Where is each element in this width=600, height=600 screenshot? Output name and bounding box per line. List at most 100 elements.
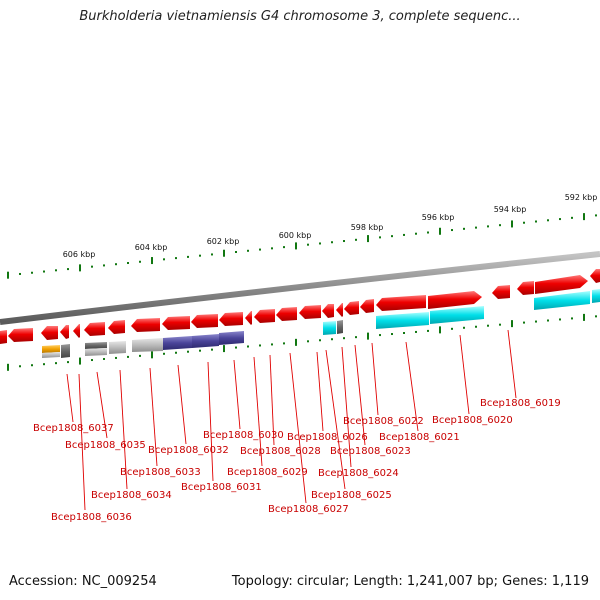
cds-track (0, 269, 600, 344)
gene-label-6035[interactable]: Bcep1808_6035 (65, 440, 146, 451)
feature-block-navy[interactable] (219, 331, 244, 345)
gene-arrow[interactable] (344, 301, 359, 315)
gene-label-6031[interactable]: Bcep1808_6031 (181, 482, 262, 493)
feature-block-navy[interactable] (163, 336, 192, 350)
accession-text: Accession: NC_009254 (9, 574, 157, 589)
gene-label-6037[interactable]: Bcep1808_6037 (33, 423, 114, 434)
gene-arrow[interactable] (428, 291, 482, 309)
scale-label-592: 592 kbp (565, 193, 598, 202)
callout-line (269, 354, 275, 446)
gene-label-6019[interactable]: Bcep1808_6019 (480, 398, 561, 409)
callout-line (341, 346, 352, 468)
feature-block-navy[interactable] (192, 334, 219, 348)
callout-line (371, 342, 379, 416)
gene-arrow[interactable] (162, 316, 190, 330)
inner-tick-ring (7, 313, 597, 371)
gene-arrow[interactable] (219, 312, 243, 326)
outer-tick-ring (7, 213, 597, 279)
callout-line (149, 367, 158, 467)
gene-label-callouts (66, 329, 517, 511)
callout-line (289, 352, 307, 504)
callout-line (253, 356, 263, 467)
callout-line (316, 351, 324, 432)
feature-block-cyan[interactable] (592, 289, 600, 303)
callout-line (207, 361, 214, 482)
scale-label-606: 606 kbp (63, 250, 96, 259)
gene-label-6022[interactable]: Bcep1808_6022 (343, 416, 424, 427)
gene-arrow[interactable] (41, 326, 58, 340)
callout-line (507, 329, 517, 399)
scale-label-598: 598 kbp (351, 223, 384, 232)
feature-block-gray[interactable] (109, 341, 126, 354)
gene-label-6036[interactable]: Bcep1808_6036 (51, 512, 132, 523)
gene-arrow[interactable] (535, 275, 588, 294)
gene-label-6020[interactable]: Bcep1808_6020 (432, 415, 513, 426)
feature-block-dark[interactable] (85, 342, 107, 349)
gene-arrow[interactable] (0, 330, 7, 344)
callout-line (459, 334, 470, 415)
feature-block-cyan[interactable] (323, 321, 336, 335)
callout-line (66, 373, 74, 423)
scale-label-596: 596 kbp (422, 213, 455, 222)
gene-label-6026[interactable]: Bcep1808_6026 (287, 432, 368, 443)
gene-label-6025[interactable]: Bcep1808_6025 (311, 490, 392, 501)
gene-arrow[interactable] (191, 314, 218, 328)
chromosome-backbone (0, 251, 600, 325)
callout-line (96, 371, 108, 439)
topology-text: Topology: circular; Length: 1,241,007 bp… (231, 574, 589, 589)
gene-arrow[interactable] (590, 269, 600, 283)
feature-block-orange[interactable] (42, 345, 60, 353)
map-title: Burkholderia vietnamiensis G4 chromosome… (79, 9, 521, 24)
gene-arrow[interactable] (84, 322, 105, 336)
feature-track (42, 289, 600, 358)
gene-arrow[interactable] (60, 325, 69, 339)
callout-line (405, 341, 419, 432)
gene-label-6027[interactable]: Bcep1808_6027 (268, 504, 349, 515)
feature-block-cyan[interactable] (376, 312, 429, 329)
gene-arrow[interactable] (8, 328, 33, 342)
gene-arrow[interactable] (376, 295, 426, 311)
gene-labels: Bcep1808_6037 Bcep1808_6036 Bcep1808_603… (33, 398, 561, 523)
gene-arrow[interactable] (131, 318, 160, 332)
callout-line (177, 364, 187, 445)
gene-label-6032[interactable]: Bcep1808_6032 (148, 445, 229, 456)
gene-label-6034[interactable]: Bcep1808_6034 (91, 490, 172, 501)
gene-arrow[interactable] (73, 324, 80, 338)
feature-block-gray[interactable] (42, 352, 60, 358)
callout-line (119, 369, 128, 490)
callout-line (354, 344, 366, 446)
feature-block-dark[interactable] (61, 344, 70, 358)
gene-arrow[interactable] (322, 304, 334, 318)
feature-block-cyan[interactable] (534, 291, 590, 310)
gene-arrow[interactable] (299, 305, 321, 319)
scale-label-602: 602 kbp (207, 237, 240, 246)
callout-line (78, 373, 86, 511)
callout-line (233, 359, 241, 430)
gene-label-6030[interactable]: Bcep1808_6030 (203, 430, 284, 441)
gene-arrow[interactable] (517, 281, 534, 295)
feature-block-cyan[interactable] (430, 306, 484, 324)
gene-arrow[interactable] (336, 303, 343, 317)
feature-block-gray[interactable] (85, 348, 107, 356)
gene-label-6029[interactable]: Bcep1808_6029 (227, 467, 308, 478)
feature-block-dark[interactable] (337, 320, 343, 334)
gene-label-6021[interactable]: Bcep1808_6021 (379, 432, 460, 443)
gene-label-6023[interactable]: Bcep1808_6023 (330, 446, 411, 457)
feature-block-gray[interactable] (132, 338, 163, 352)
gene-label-6024[interactable]: Bcep1808_6024 (318, 468, 399, 479)
scale-label-600: 600 kbp (279, 231, 312, 240)
scale-label-594: 594 kbp (494, 205, 527, 214)
scale-label-604: 604 kbp (135, 243, 168, 252)
gene-label-6033[interactable]: Bcep1808_6033 (120, 467, 201, 478)
gene-label-6028[interactable]: Bcep1808_6028 (240, 446, 321, 457)
callout-line (325, 349, 346, 490)
gene-arrow[interactable] (276, 307, 297, 321)
gene-arrow[interactable] (492, 285, 510, 299)
gene-arrow[interactable] (108, 320, 125, 334)
scale-labels: 606 kbp 604 kbp 602 kbp 600 kbp 598 kbp … (63, 193, 598, 259)
gene-arrow[interactable] (245, 311, 252, 325)
gene-arrow[interactable] (360, 299, 374, 313)
gene-arrow[interactable] (254, 309, 275, 323)
